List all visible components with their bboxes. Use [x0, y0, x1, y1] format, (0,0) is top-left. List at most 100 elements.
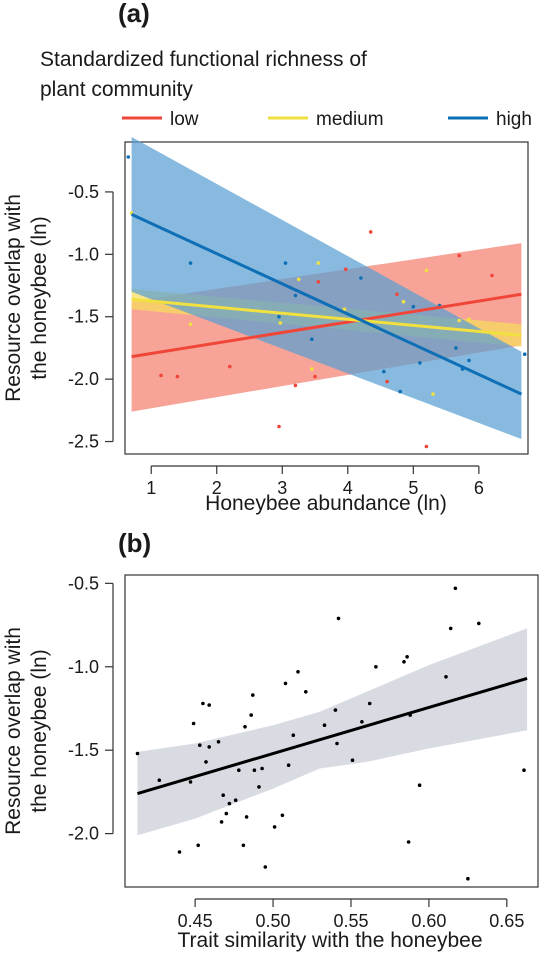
a-point-low-1	[175, 374, 180, 379]
b-band-ci	[137, 628, 528, 836]
b-point-obs-33	[304, 690, 308, 694]
b-point-obs-21	[249, 713, 253, 717]
b-point-obs-37	[336, 616, 341, 621]
legend-title-line1: Standardized functional richness of	[40, 48, 367, 71]
panel-a: (a) Standardized functional richness of …	[2, 0, 532, 515]
a-ytick-label: -2.0	[68, 369, 99, 389]
b-point-obs-3	[188, 780, 193, 784]
x-axis-title-b: Trait similarity with the honeybee	[177, 929, 482, 952]
a-ytick-label: -2.5	[68, 432, 99, 452]
a-point-low-10	[395, 292, 399, 297]
a-point-medium-7	[401, 299, 406, 304]
b-point-obs-35	[333, 708, 338, 712]
a-point-high-8	[398, 389, 403, 394]
b-point-obs-22	[251, 693, 255, 697]
b-point-obs-8	[204, 760, 208, 764]
legend-high-label: high	[496, 109, 532, 130]
a-point-high-2	[277, 314, 281, 319]
a-point-low-3	[277, 424, 281, 429]
b-point-obs-43	[405, 655, 409, 659]
b-point-obs-42	[402, 660, 406, 664]
legend-a: low medium high	[122, 109, 532, 130]
b-point-obs-52	[522, 768, 526, 772]
a-point-medium-2	[278, 321, 283, 325]
b-xtick-label: 0.60	[411, 911, 446, 931]
a-point-medium-4	[310, 367, 314, 371]
y-axis-title-b-line1: Resource overlap with	[2, 627, 25, 835]
a-point-medium-1	[188, 322, 193, 327]
a-xtick-label: 5	[408, 478, 418, 498]
b-ytick-label: -0.5	[68, 573, 99, 593]
x-axis-title-a: Honeybee abundance (ln)	[205, 492, 447, 515]
a-point-low-0	[159, 373, 163, 378]
y-axis-title-a-line1: Resource overlap with	[2, 194, 25, 402]
b-point-obs-17	[237, 768, 241, 772]
a-point-medium-8	[424, 268, 429, 273]
b-point-obs-19	[243, 725, 247, 729]
a-point-high-14	[467, 358, 471, 363]
b-point-obs-29	[283, 681, 288, 686]
a-xtick-label: 1	[146, 478, 156, 498]
b-point-obs-51	[477, 621, 481, 626]
b-point-obs-48	[448, 626, 453, 631]
a-point-low-2	[228, 364, 232, 369]
b-point-obs-13	[221, 793, 225, 797]
b-point-obs-20	[244, 815, 249, 819]
a-band-high	[131, 137, 522, 439]
b-point-obs-15	[227, 801, 232, 806]
b-ytick-label: -1.5	[68, 740, 99, 760]
a-ytick-label: -1.0	[68, 244, 99, 264]
plot-b-marks	[135, 586, 528, 881]
a-point-high-7	[382, 369, 386, 374]
b-point-obs-24	[257, 785, 261, 789]
a-point-low-7	[344, 267, 348, 272]
a-point-high-0	[126, 155, 131, 159]
a-point-high-12	[454, 346, 458, 350]
a-point-low-6	[316, 280, 321, 284]
b-point-obs-49	[453, 586, 458, 591]
y-axis-title-b-line2: the honeybee (ln)	[28, 649, 51, 812]
a-point-medium-9	[431, 392, 435, 396]
b-point-obs-44	[406, 840, 411, 844]
a-point-high-4	[293, 293, 298, 298]
a-point-medium-6	[342, 307, 347, 312]
a-point-high-3	[283, 261, 288, 265]
a-fit-line-medium	[131, 297, 522, 337]
a-point-high-9	[411, 304, 416, 309]
a-ytick-label: -0.5	[68, 182, 99, 202]
b-point-obs-31	[291, 733, 296, 737]
a-point-low-12	[457, 253, 462, 258]
b-xtick-label: 0.65	[489, 911, 524, 931]
plot-b-frame	[124, 574, 539, 888]
a-point-medium-3	[296, 277, 301, 282]
plot-b-axes: 0.45 0.50 0.55 0.60 0.65 -0.5 -1.0 -1.5 -2.0	[68, 573, 524, 931]
a-point-high-6	[359, 276, 363, 280]
legend-title-line2: plant community	[40, 78, 193, 101]
b-point-obs-6	[198, 743, 202, 747]
b-point-obs-26	[263, 865, 268, 869]
b-point-obs-30	[286, 763, 291, 767]
b-point-obs-2	[177, 850, 182, 854]
b-point-obs-10	[207, 703, 211, 707]
panel-b: (b) 0.45 0.50 0.55 0.60 0.65 -0.5 -1.0 -1.5 -2.0…	[2, 528, 539, 952]
b-xtick-label: 0.55	[333, 911, 368, 931]
a-fit-line-high	[130, 213, 523, 396]
b-point-obs-11	[216, 740, 221, 744]
a-point-low-5	[313, 374, 317, 379]
a-xtick-label: 3	[277, 478, 287, 498]
b-point-obs-32	[296, 670, 300, 674]
b-point-obs-14	[224, 811, 229, 816]
b-point-obs-36	[335, 741, 339, 746]
a-xtick-label: 6	[474, 478, 484, 498]
panel-b-label: (b)	[118, 528, 151, 558]
b-fit-line-fit	[137, 677, 528, 796]
b-point-obs-50	[466, 876, 470, 881]
b-point-obs-0	[135, 751, 140, 756]
b-point-obs-27	[272, 825, 277, 829]
b-point-obs-16	[233, 798, 238, 802]
b-point-obs-4	[191, 721, 196, 726]
legend-low-label: low	[170, 109, 199, 130]
a-point-high-1	[188, 261, 193, 265]
a-point-low-11	[424, 444, 429, 449]
